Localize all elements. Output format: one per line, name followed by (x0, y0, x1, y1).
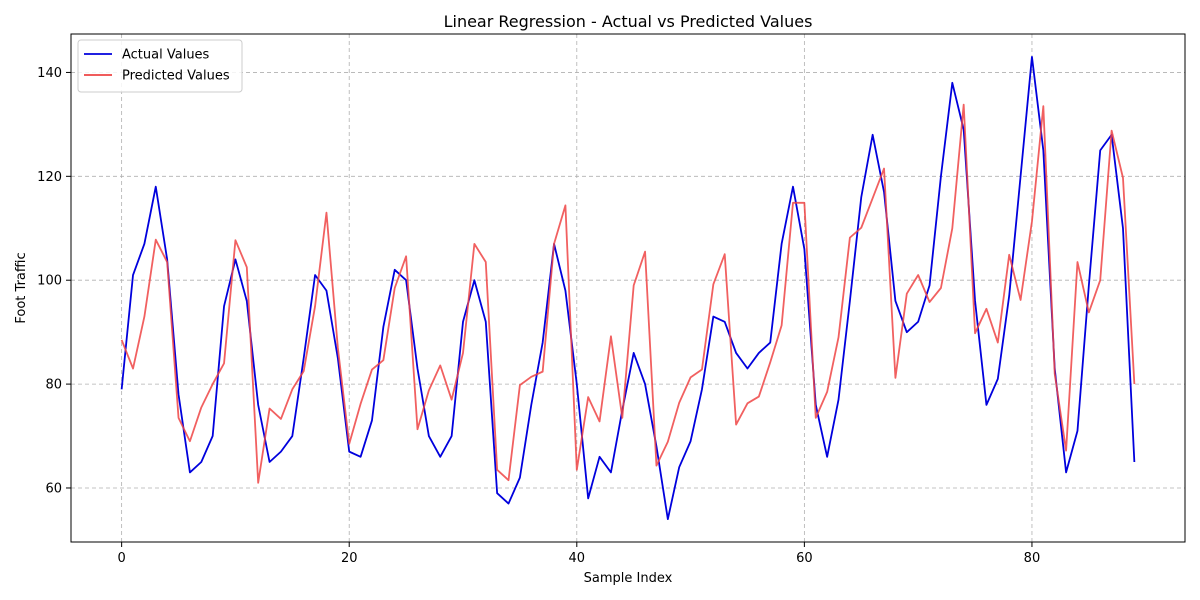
x-tick-label: 80 (1024, 551, 1041, 566)
x-tick-label: 0 (117, 551, 125, 566)
series-line-predicted-values (120, 103, 1136, 484)
x-tick-label: 40 (569, 551, 586, 566)
x-tick-label: 20 (341, 551, 358, 566)
chart-title: Linear Regression - Actual vs Predicted … (444, 12, 813, 31)
legend: Actual Values Predicted Values (77, 39, 243, 93)
y-tick-label: 140 (37, 66, 62, 81)
y-tick-label: 120 (37, 170, 62, 185)
y-axis-label: Foot Traffic (14, 252, 29, 323)
x-tick-label: 60 (796, 551, 813, 566)
legend-label-actual-values: Actual Values (122, 48, 210, 63)
legend-label-predicted-values: Predicted Values (122, 69, 230, 84)
y-tick-label: 80 (45, 378, 62, 393)
series-lines (120, 55, 1136, 521)
y-tick-label: 60 (45, 481, 62, 496)
x-axis-label: Sample Index (584, 571, 673, 586)
plot-frame (70, 33, 1186, 543)
ticks: 0 20 40 60 80 60 80 100 120 140 (37, 66, 1040, 566)
y-tick-label: 100 (37, 274, 62, 289)
legend-box (77, 39, 243, 93)
